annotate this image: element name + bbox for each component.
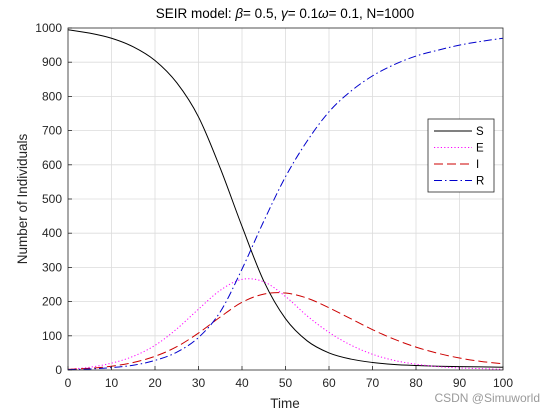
series-group [67, 29, 504, 371]
x-tick-label: 100 [493, 376, 513, 390]
y-tick-label: 800 [42, 89, 62, 103]
y-tick-label: 0 [55, 363, 62, 377]
x-tick-label: 20 [148, 376, 162, 390]
y-tick-label: 400 [42, 226, 62, 240]
series-line-r [67, 37, 504, 371]
legend-label-r: R [476, 176, 484, 188]
series-line-e [67, 278, 504, 370]
y-tick-label: 300 [42, 260, 62, 274]
tick-group: 0 10 20 30 40 50 60 70 80 90 100010020030040050060… [35, 21, 513, 390]
y-tick-label: 500 [42, 192, 62, 206]
legend-label-e: E [476, 143, 484, 155]
x-tick-label: 0 [65, 376, 72, 390]
legend-label-s: S [476, 126, 484, 138]
x-axis-label: Time [270, 396, 300, 411]
y-tick-label: 900 [42, 55, 62, 69]
x-tick-label: 70 [366, 376, 380, 390]
y-tick-label: 100 [42, 329, 62, 343]
series-line-i [67, 292, 504, 370]
x-tick-label: 50 [279, 376, 293, 390]
legend: SEIR [427, 118, 495, 193]
y-tick-label: 1000 [35, 21, 62, 35]
watermark: CSDN @Simuworld [434, 391, 540, 405]
x-tick-label: 60 [322, 376, 336, 390]
y-tick-label: 600 [42, 158, 62, 172]
x-tick-label: 30 [192, 376, 206, 390]
y-tick-label: 200 [42, 295, 62, 309]
y-axis-label: Number of Individuals [15, 133, 30, 264]
legend-label-i: I [476, 159, 479, 171]
y-tick-label: 700 [42, 124, 62, 138]
x-tick-label: 90 [453, 376, 467, 390]
x-tick-label: 80 [409, 376, 423, 390]
x-tick-label: 10 [105, 376, 119, 390]
chart-title: SEIR model: β= 0.5, γ= 0.1ω= 0.1, N=1000 [156, 6, 414, 21]
x-tick-label: 40 [235, 376, 249, 390]
